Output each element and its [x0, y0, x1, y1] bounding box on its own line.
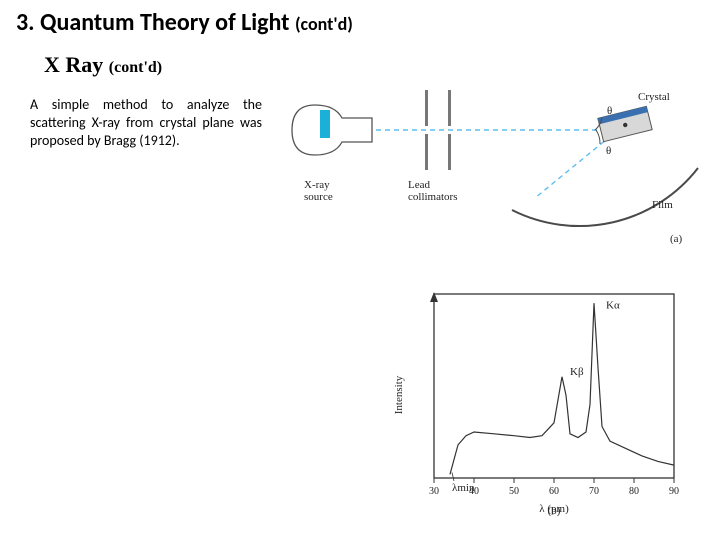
x-tick-label: 30	[429, 486, 439, 497]
theta-arc-lower	[596, 130, 600, 144]
theta-label-upper: θ	[607, 105, 612, 117]
collimator-label: Lead collimators	[408, 179, 458, 203]
x-tick-label: 50	[509, 486, 519, 497]
fig-b-tag: (b)	[548, 505, 561, 517]
body-paragraph: A simple method to analyze the scatterin…	[30, 96, 262, 150]
subtitle: X Ray (cont'd)	[44, 52, 162, 78]
title-contd: (cont'd)	[295, 13, 353, 35]
bragg-apparatus-figure: θ θ X-ray source Lead collimators Crysta…	[280, 70, 710, 260]
lambda-min-leader	[452, 472, 454, 480]
slide-title: 3. Quantum Theory of Light (cont'd)	[16, 8, 353, 37]
chart-frame	[434, 294, 674, 478]
plot-area: 30405060708090λminKβKα	[429, 292, 679, 497]
x-tick-label: 90	[669, 486, 679, 497]
y-axis-label: Intensity	[393, 375, 405, 414]
subtitle-main: X Ray	[44, 52, 103, 77]
film-label: Film	[652, 199, 673, 211]
lambda-min-label: λmin	[452, 482, 475, 494]
k-beta-label: Kβ	[570, 366, 584, 378]
title-main: 3. Quantum Theory of Light	[16, 8, 290, 37]
xray-source-label: X-ray source	[304, 179, 333, 203]
collimator-icon	[425, 90, 451, 170]
xray-spectrum-chart: 30405060708090λminKβKα λ (pm) Intensity …	[380, 280, 680, 520]
film-arc	[512, 168, 698, 226]
k-alpha-label: Kα	[606, 300, 620, 312]
crystal-icon	[598, 106, 652, 141]
x-tick-label: 60	[549, 486, 559, 497]
x-tick-label: 80	[629, 486, 639, 497]
subtitle-contd: (cont'd)	[109, 59, 162, 76]
crystal-label: Crystal	[638, 91, 670, 103]
xray-source-icon	[292, 105, 372, 155]
spectrum-curve	[450, 303, 674, 474]
x-tick-label: 70	[589, 486, 599, 497]
fig-a-tag: (a)	[670, 233, 683, 245]
theta-label-lower: θ	[606, 145, 611, 157]
